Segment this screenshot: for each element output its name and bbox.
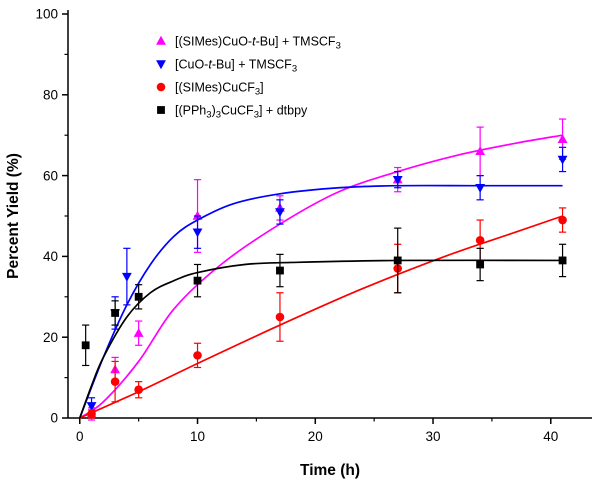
data-point-circle [156,82,166,92]
legend-label: [CuO-t-Bu] + TMSCF3 [175,58,297,75]
data-point-square [476,260,485,269]
y-tick-label: 20 [43,330,58,345]
data-point-square [193,276,202,285]
y-axis-title: Percent Yield (%) [5,153,22,279]
data-point-triangle-down [475,184,486,193]
x-tick-label: 20 [308,429,323,444]
plot-layer: 0 10 20 30 40 0 20 40 60 80 100 [(SIMes)CuO-t-Bu] +… [35,7,592,444]
fit-line [78,184,563,419]
data-point-square [558,256,567,265]
data-point-square [81,341,90,350]
data-point-triangle-down [392,175,403,185]
series-2 [79,207,567,419]
data-point-circle [558,215,567,225]
data-point-triangle-up [133,327,144,337]
legend-label: [(SIMes)CuO-t-Bu] + TMSCF3 [175,35,341,52]
legend-label: [(PPh3)3CuCF3] + dtbpy [175,104,308,121]
data-point-circle [475,235,485,245]
data-point-circle [110,377,120,386]
data-point-circle [275,312,285,322]
y-tick-label: 100 [35,7,58,22]
y-tick-label: 80 [43,88,58,103]
data-point-square [111,309,120,317]
x-tick-label: 40 [543,429,558,444]
fit-line [79,215,563,419]
data-point-triangle-down [121,272,132,282]
fit-line [78,259,563,419]
series-1 [78,146,568,419]
data-point-triangle-down [192,228,203,238]
series-3 [78,227,567,419]
data-point-circle [193,351,202,360]
legend-item-2: [(SIMes)CuCF3] [156,81,264,98]
data-point-triangle-down [557,155,568,165]
data-point-triangle-up [192,210,203,220]
legend-item-3: [(PPh3)3CuCF3] + dtbpy [157,104,308,121]
data-point-triangle-up [557,134,568,143]
series-0 [79,118,568,421]
data-point-circle [134,385,143,395]
y-tick-label: 0 [50,411,58,426]
legend-item-1: [CuO-t-Bu] + TMSCF3 [156,58,297,75]
x-tick-label: 10 [190,429,205,444]
data-point-triangle-down [275,208,285,218]
data-point-triangle-down [86,402,97,412]
legend-label: [(SIMes)CuCF3] [175,81,264,98]
x-tick-label: 0 [76,429,84,444]
data-point-triangle-up [475,146,486,156]
data-point-square [276,266,284,275]
data-point-triangle-up [156,35,166,45]
legend: [(SIMes)CuO-t-Bu] + TMSCF3 [CuO-t-Bu] + T… [156,35,341,121]
data-point-square [157,106,165,114]
data-point-circle [87,409,96,419]
data-point-triangle-down [156,60,166,70]
y-tick-label: 60 [43,168,58,183]
x-axis-title: Time (h) [300,462,360,479]
data-point-square [393,256,402,265]
data-point-square [134,292,143,301]
legend-item-0: [(SIMes)CuO-t-Bu] + TMSCF3 [156,35,341,52]
y-tick-label: 40 [43,249,58,264]
axes: 0 10 20 30 40 0 20 40 60 80 100 [35,7,592,444]
fit-line [79,134,563,419]
x-tick-label: 30 [426,429,441,444]
